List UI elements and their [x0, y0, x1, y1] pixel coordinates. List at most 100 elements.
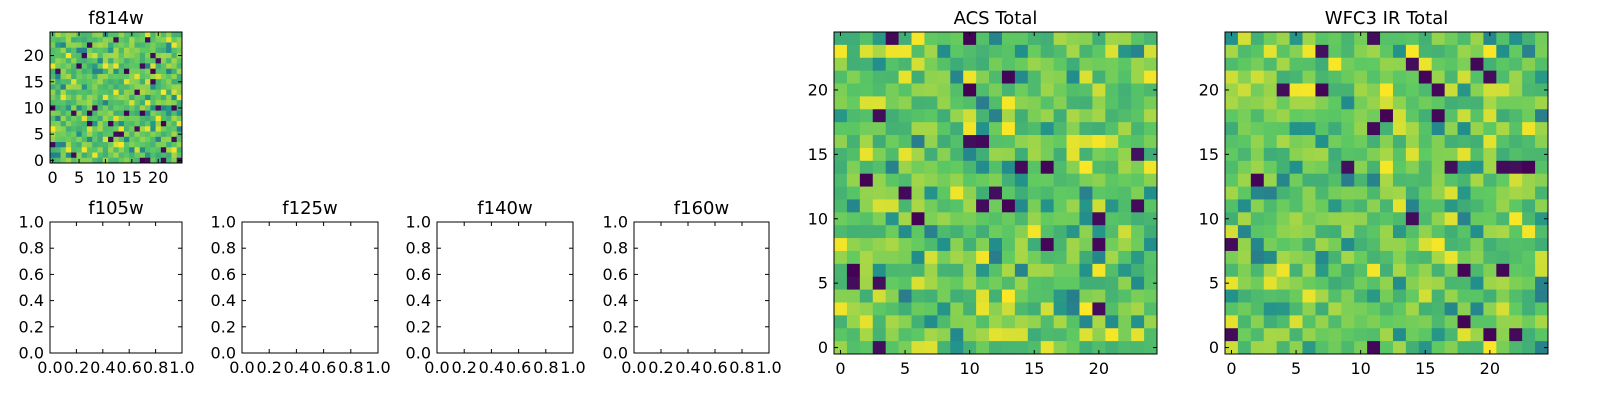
heatmap-cell: [1263, 212, 1278, 226]
heatmap-cell: [1483, 276, 1497, 290]
heatmap-cell: [81, 115, 88, 122]
heatmap-cell: [76, 142, 83, 148]
heatmap-cell: [150, 84, 156, 91]
heatmap-cell: [834, 186, 848, 200]
heatmap-cell: [1535, 122, 1549, 136]
heatmap-cell: [1276, 32, 1290, 46]
heatmap-cell: [134, 52, 141, 59]
heatmap-cell: [1483, 315, 1497, 329]
heatmap-cell: [1380, 32, 1394, 46]
heatmap-cell: [118, 100, 125, 106]
heatmap-cell: [950, 289, 964, 303]
heatmap-cell: [1040, 186, 1055, 200]
heatmap-cell: [963, 173, 977, 187]
heatmap-cell: [1001, 122, 1016, 136]
heatmap-cell: [92, 142, 98, 148]
heatmap-cell: [1144, 160, 1158, 175]
heatmap-cell: [898, 341, 912, 355]
heatmap-cell: [81, 110, 88, 117]
heatmap-cell: [1418, 122, 1433, 136]
heatmap-cell: [911, 263, 925, 278]
heatmap-cell: [160, 68, 167, 75]
heatmap-cell: [1302, 341, 1316, 355]
heatmap-cell: [76, 121, 83, 127]
heatmap-cell: [1250, 315, 1265, 329]
heatmap-cell: [1392, 44, 1407, 59]
heatmap-cell: [1014, 238, 1029, 252]
heatmap-cell: [150, 157, 156, 164]
heatmap-cell: [872, 122, 887, 136]
heatmap-cell: [1496, 96, 1510, 110]
heatmap-cell: [1328, 32, 1342, 46]
heatmap-cell: [1250, 32, 1265, 46]
heatmap-cell: [1118, 109, 1132, 123]
heatmap-cell: [71, 79, 77, 85]
heatmap-cell: [1263, 147, 1278, 162]
heatmap-cell: [1053, 250, 1067, 265]
heatmap-cell: [1354, 32, 1368, 46]
heatmap-cell: [1001, 289, 1016, 303]
x-tick-label: 0.2: [64, 358, 89, 377]
heatmap-cell: [1092, 109, 1106, 123]
heatmap-cell: [1131, 173, 1145, 187]
heatmap-cell: [976, 160, 990, 175]
heatmap-cell: [134, 89, 141, 96]
heatmap-cell: [1315, 160, 1329, 175]
heatmap-cell: [1289, 32, 1303, 46]
heatmap-cell: [1289, 96, 1303, 110]
y-tick-label: 0.4: [211, 291, 236, 310]
heatmap-cell: [92, 115, 98, 122]
heatmap-cell: [1457, 122, 1471, 136]
y-tick-label: 5: [34, 125, 44, 144]
heatmap-cell: [1444, 186, 1458, 200]
heatmap-cell: [1014, 199, 1029, 213]
heatmap-cell: [118, 147, 125, 153]
heatmap-cell: [150, 121, 156, 127]
heatmap-cell: [1014, 96, 1029, 110]
heatmap-cell: [1405, 147, 1420, 162]
heatmap-cell: [97, 147, 104, 153]
heatmap-cell: [898, 109, 912, 123]
heatmap-cell: [139, 79, 146, 85]
heatmap-cell: [118, 63, 125, 70]
heatmap-cell: [102, 58, 109, 64]
heatmap-cell: [1105, 32, 1119, 46]
heatmap-cell: [1431, 160, 1446, 175]
heatmap-cell: [129, 52, 135, 59]
heatmap-cell: [1079, 32, 1093, 46]
heatmap-cell: [76, 79, 83, 85]
heatmap-cell: [885, 109, 899, 123]
heatmap-cell: [1457, 263, 1471, 278]
heatmap-cell: [989, 302, 1003, 316]
heatmap-cell: [92, 79, 98, 85]
heatmap-cell: [1315, 135, 1329, 149]
heatmap-cell: [950, 199, 964, 213]
heatmap-cell: [1328, 302, 1342, 316]
heatmap-cell: [76, 105, 83, 111]
heatmap-cell: [113, 152, 120, 159]
heatmap-cell: [123, 126, 130, 132]
heatmap-cell: [950, 302, 964, 316]
heatmap-cell: [1263, 173, 1278, 187]
heatmap-cell: [1105, 328, 1119, 342]
heatmap-cell: [1418, 70, 1433, 84]
heatmap-cell: [171, 47, 178, 54]
heatmap-cell: [1354, 250, 1368, 265]
heatmap-cell: [150, 73, 156, 80]
heatmap-cell: [1392, 70, 1407, 84]
heatmap-cell: [1315, 263, 1329, 278]
heatmap-cell: [108, 115, 114, 122]
heatmap-cell: [60, 110, 67, 117]
heatmap-cell: [1380, 328, 1394, 342]
heatmap-cell: [1079, 263, 1093, 278]
heatmap-cell: [1014, 315, 1029, 329]
heatmap-cell: [1405, 238, 1420, 252]
heatmap-cell: [937, 173, 951, 187]
heatmap-cell: [937, 263, 951, 278]
heatmap-cell: [950, 32, 964, 46]
heatmap-cell: [1144, 122, 1158, 136]
heatmap-cell: [171, 115, 178, 122]
heatmap-cell: [924, 32, 938, 46]
heatmap-cell: [108, 131, 114, 138]
heatmap-cell: [1522, 328, 1536, 342]
